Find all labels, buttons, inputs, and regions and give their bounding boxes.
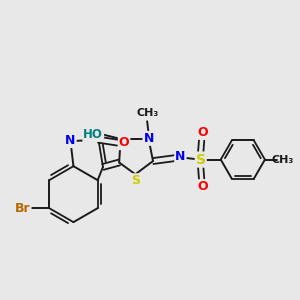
Text: CH₃: CH₃ xyxy=(136,108,158,118)
Text: S: S xyxy=(131,174,140,187)
Text: N: N xyxy=(65,134,76,147)
Text: N: N xyxy=(175,150,186,163)
Text: N: N xyxy=(143,132,154,145)
Text: O: O xyxy=(197,181,208,194)
Text: HO: HO xyxy=(83,128,103,141)
Text: Br: Br xyxy=(15,202,31,215)
Text: S: S xyxy=(196,153,206,166)
Text: CH₃: CH₃ xyxy=(272,154,294,165)
Text: O: O xyxy=(197,126,208,139)
Text: O: O xyxy=(119,136,129,149)
